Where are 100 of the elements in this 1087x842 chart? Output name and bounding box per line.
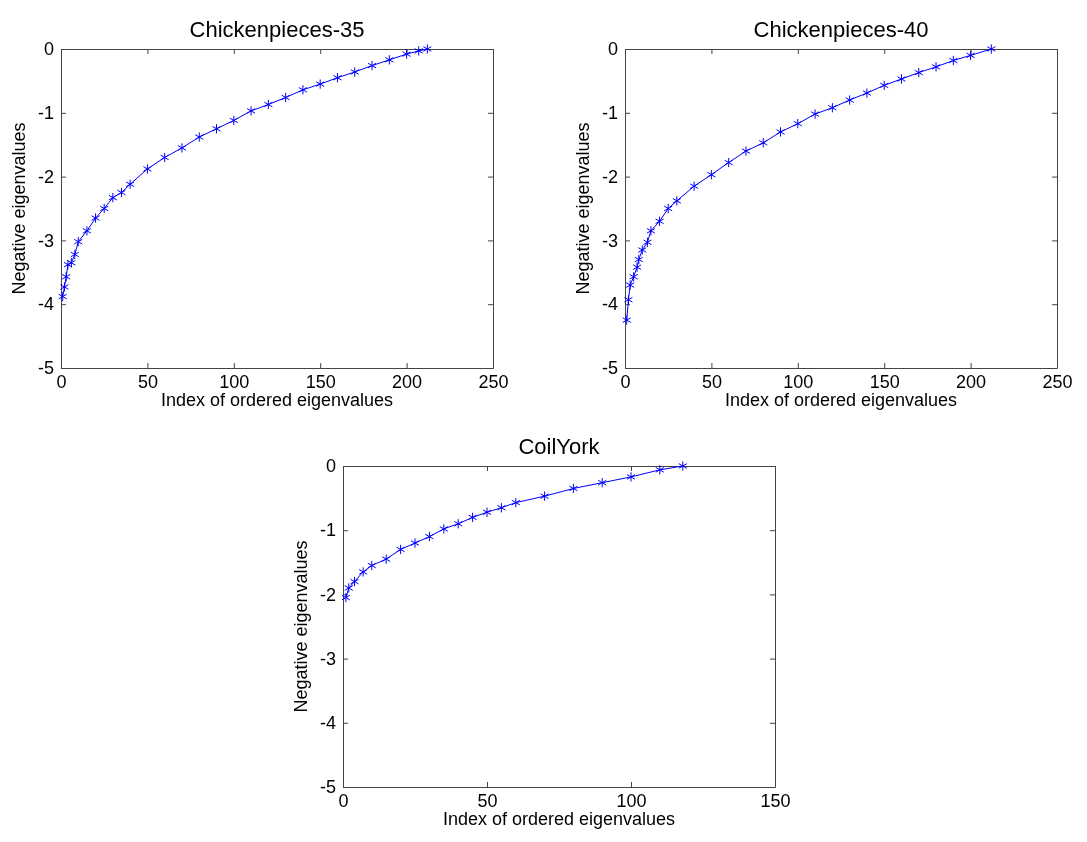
point [59, 281, 69, 293]
point [540, 491, 550, 502]
x-tick-label: 100 [616, 790, 647, 811]
point [655, 216, 665, 227]
point [622, 315, 632, 326]
y-tick-label: 0 [43, 39, 54, 60]
point [358, 566, 368, 578]
point [367, 60, 377, 71]
point [672, 195, 682, 206]
x-tick-label: 0 [56, 371, 67, 392]
point [281, 92, 291, 103]
point [646, 225, 656, 236]
y-tick-label: -2 [601, 166, 618, 187]
x-tick-label: 100 [219, 371, 250, 392]
point [597, 477, 607, 488]
y-tick-label: 0 [607, 39, 618, 60]
point [810, 108, 820, 120]
point [125, 179, 135, 190]
point [439, 523, 449, 535]
point [896, 73, 906, 85]
point [61, 271, 71, 282]
point [332, 72, 342, 83]
point [663, 203, 673, 214]
point [862, 87, 872, 99]
y-tick-label: -5 [37, 358, 54, 379]
point [827, 102, 837, 113]
point [626, 471, 636, 483]
point [108, 192, 118, 203]
x-tick-label: 50 [477, 790, 498, 811]
point [410, 537, 420, 549]
x-tick-label: 150 [760, 790, 791, 811]
y-axis-title: Negative eigenvalues [291, 540, 311, 713]
point [724, 157, 734, 168]
x-axis-title: Index of ordered eigenvalues [442, 809, 676, 829]
point [212, 123, 222, 134]
x-tick-label: 200 [956, 371, 987, 392]
y-axis-title: Negative eigenvalues [9, 122, 29, 295]
point [966, 50, 976, 61]
y-axis-title: Negative eigenvalues [573, 122, 593, 295]
point [58, 291, 68, 302]
point [99, 203, 109, 214]
point [424, 531, 434, 542]
x-tick-label: 250 [1042, 371, 1073, 392]
point [402, 48, 412, 60]
x-tick-label: 50 [137, 371, 158, 392]
y-tick-label: -3 [37, 230, 54, 251]
x-tick-label: 250 [478, 371, 509, 392]
point [384, 54, 394, 65]
y-tick-label: -4 [37, 294, 54, 315]
x-tick-label: 150 [305, 371, 336, 392]
point [845, 94, 855, 106]
point [381, 553, 391, 565]
x-tick-label: 150 [869, 371, 900, 392]
point [396, 544, 406, 555]
point [948, 55, 958, 66]
point [568, 483, 578, 494]
point [776, 126, 786, 138]
point [298, 84, 308, 95]
x-tick-label: 50 [701, 371, 722, 392]
point [160, 152, 170, 163]
y-tick-label: -4 [319, 713, 336, 734]
point [468, 512, 478, 523]
point [758, 137, 768, 148]
point [82, 225, 92, 236]
point [511, 497, 521, 508]
point [655, 464, 665, 475]
point [482, 507, 492, 518]
y-tick-label: -4 [601, 294, 618, 315]
y-tick-label: -5 [601, 358, 618, 379]
point [986, 43, 996, 55]
y-tick-label: -1 [319, 520, 336, 541]
point [879, 80, 889, 91]
x-tick-label: 0 [338, 790, 349, 811]
point [741, 145, 751, 157]
x-tick-label: 0 [620, 371, 631, 392]
point [73, 236, 83, 247]
y-tick-label: -1 [601, 103, 618, 124]
x-tick-label: 200 [392, 371, 423, 392]
chart-title: Chickenpieces-40 [753, 17, 929, 42]
point [194, 131, 204, 143]
point [91, 212, 101, 224]
point [414, 45, 424, 57]
point [793, 118, 803, 129]
x-axis-title: Index of ordered eigenvalues [724, 390, 958, 410]
y-tick-label: -5 [319, 777, 336, 798]
point [177, 142, 187, 154]
y-tick-label: -2 [319, 584, 336, 605]
y-tick-label: -2 [37, 166, 54, 187]
point [142, 163, 152, 175]
point [453, 518, 463, 529]
point [367, 560, 377, 571]
point [706, 169, 716, 180]
y-tick-label: 0 [325, 456, 336, 477]
point [229, 115, 239, 126]
point [496, 502, 506, 513]
point [350, 66, 360, 78]
y-tick-label: -1 [37, 103, 54, 124]
y-tick-label: -3 [319, 648, 336, 669]
x-tick-label: 100 [783, 371, 814, 392]
x-axis-title: Index of ordered eigenvalues [160, 390, 394, 410]
